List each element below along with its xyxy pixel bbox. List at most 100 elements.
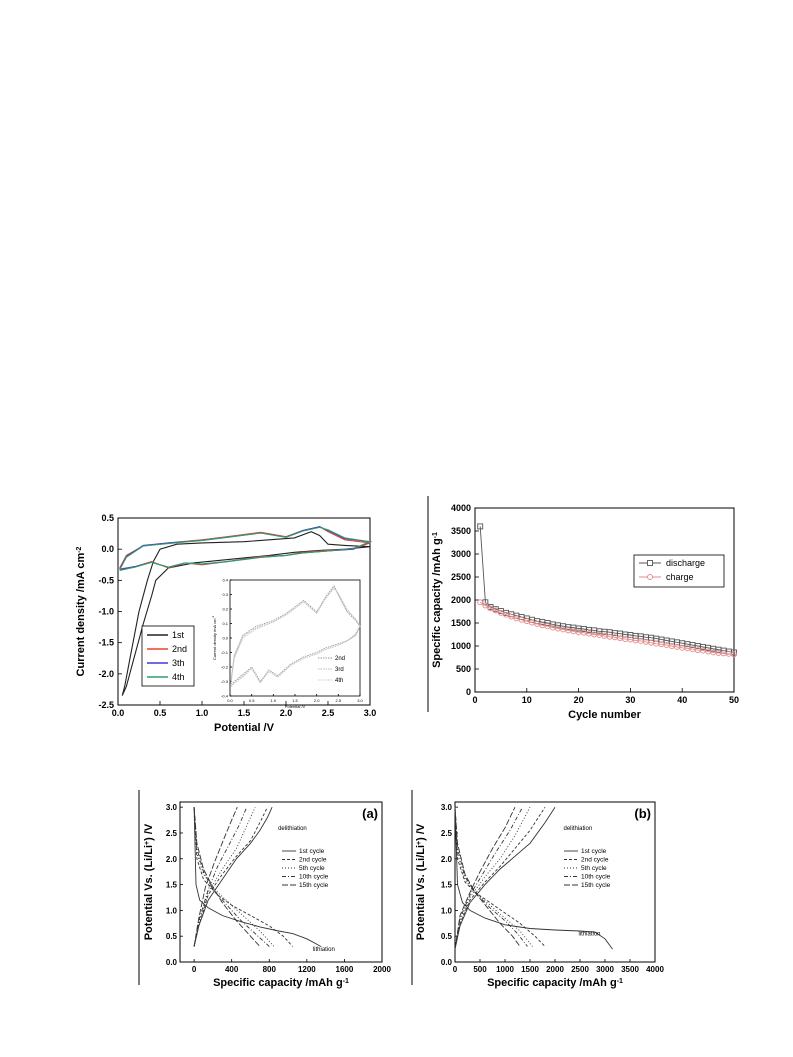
- profile-b-x-tick-label: 1500: [521, 965, 539, 974]
- profile-a-annotation: delithiation: [278, 826, 307, 832]
- cycling-x-tick-label: 40: [677, 695, 687, 705]
- cv-inset-x-tick-label: 1.5: [292, 698, 298, 703]
- profile-b-annotation: delithiation: [564, 826, 593, 832]
- cv-inset-x-tick-label: 0.5: [249, 698, 255, 703]
- cv-inset-y-tick-label: -0.3: [221, 679, 229, 684]
- cv-inset-series-line: [230, 588, 361, 688]
- cv-inset-y-tick-label: -0.2: [221, 665, 229, 670]
- profile-a-lithiation-curve: [193, 807, 275, 947]
- profile-a-delithiation-curve: [193, 807, 268, 947]
- cv-inset-x-tick-label: 3.0: [357, 698, 363, 703]
- profile-b-x-tick-label: 4000: [646, 965, 664, 974]
- cycling-y-tick-label: 3000: [451, 549, 471, 559]
- profile-a-y-tick-label: 0.5: [166, 932, 178, 941]
- cv-inset-y-tick-label: 0.3: [222, 592, 228, 597]
- profile-a-y-axis-label: Potential Vs. (Li/Li+) /V: [143, 823, 155, 940]
- cycling-series-line: [479, 601, 735, 655]
- profile-b-x-tick-label: 500: [473, 965, 487, 974]
- profile-b-delithiation-curve: [454, 806, 523, 950]
- cv-x-tick-label: 1.0: [196, 708, 209, 718]
- cycling-x-tick-label: 20: [574, 695, 584, 705]
- cycling-point: [497, 609, 504, 616]
- cv-inset-y-tick-label: -0.1: [221, 650, 229, 655]
- cv-legend-box: [141, 625, 195, 687]
- profile-a-plot-frame: [179, 801, 383, 963]
- profile-b-x-tick-label: 2000: [546, 965, 564, 974]
- profile-b-x-tick-label: 3500: [621, 965, 639, 974]
- profile-b-y-axis-label: Potential Vs. (Li/Li+) /V: [415, 823, 427, 940]
- profile-a-panel-label: (a): [362, 806, 378, 821]
- cycling-point: [731, 649, 737, 656]
- profile-a-legend-entry: 2nd cycle: [299, 857, 327, 864]
- cycling-y-tick-label: 500: [456, 664, 471, 674]
- cycling-x-tick-label: 30: [625, 695, 635, 705]
- profile-b-y-tick-label: 3.0: [441, 803, 453, 812]
- profile-b-y-tick-label: 2.0: [441, 855, 453, 864]
- profile-b-legend-entry: 1st cycle: [581, 848, 607, 855]
- cycling-point: [534, 620, 541, 627]
- profile-b-legend-entry: 15th cycle: [581, 882, 611, 889]
- profile-b-x-tick-label: 1000: [496, 965, 514, 974]
- cycling-y-axis-label: Specific capacity /mAh g-1: [431, 532, 443, 668]
- profile-a-lithiation-curve: [193, 807, 270, 947]
- cv-x-tick-label: 1.5: [238, 708, 251, 718]
- cv-series-line: [121, 531, 371, 696]
- cv-y-tick-label: -0.5: [98, 575, 114, 585]
- cycling-x-tick-label: 10: [522, 695, 532, 705]
- profile-b-delithiation-curve: [454, 806, 556, 950]
- cv-y-axis-label: Current density /mA cm-2: [75, 546, 87, 676]
- cycling-y-tick-label: 3500: [451, 526, 471, 536]
- cycling-y-tick-label: 2000: [451, 595, 471, 605]
- cv-legend-entry: 2nd: [172, 644, 187, 654]
- profile-b-lithiation-curve: [454, 807, 528, 947]
- cv-legend-entry: 4th: [172, 672, 185, 682]
- profile-a-y-tick-label: 0.0: [166, 958, 178, 967]
- cv-inset-x-tick-label: 2.0: [314, 698, 320, 703]
- cv-inset-x-tick-label: 2.5: [336, 698, 342, 703]
- profile-b-lithiation-curve: [454, 807, 521, 947]
- profile-b-delithiation-curve: [454, 807, 516, 950]
- cv-chart: 0.0 0.5 1.0 1.5 2.0 2.5 3.0-2.5-2.0-1.5-1.0-0.…: [75, 513, 376, 734]
- cycling-point: [513, 615, 520, 622]
- profile-b-lithiation-curve: [454, 807, 613, 950]
- cv-legend-entry: 3th: [172, 658, 185, 668]
- profile-b-annotation: lithiation: [579, 932, 601, 938]
- profile-b-legend-entry: 10th cycle: [581, 874, 611, 881]
- profile-b-chart: 0 500 1000 1500 2000 2500 3000 3500 4000 0.0 0.5 1.…: [411, 790, 664, 989]
- cv-inset-y-tick-label: 0.0: [222, 636, 228, 641]
- profile-a-x-tick-label: 800: [263, 965, 277, 974]
- cycling-y-tick-label: 4000: [451, 503, 471, 513]
- cycling-point: [529, 619, 535, 626]
- profile-a-delithiation-curve: [193, 807, 238, 947]
- cycling-point: [492, 607, 499, 614]
- cv-inset-y-tick-label: 0.2: [222, 607, 228, 612]
- cycling-point: [523, 618, 530, 625]
- cv-inset-y-tick-label: -0.4: [221, 694, 229, 699]
- cv-legend-entry: 1st: [172, 630, 185, 640]
- cv-inset-legend-entry: 4th: [335, 678, 343, 684]
- profile-a-y-tick-label: 3.0: [166, 803, 178, 812]
- cycling-x-tick-label: 50: [729, 695, 739, 705]
- cv-inset-series-line: [230, 584, 361, 685]
- cv-y-tick-label: -2.5: [98, 700, 114, 710]
- profile-a-x-tick-label: 1600: [336, 965, 354, 974]
- cycling-y-tick-label: 1500: [451, 618, 471, 628]
- cv-x-tick-label: 2.5: [322, 708, 335, 718]
- profile-a-y-tick-label: 2.5: [166, 829, 178, 838]
- profile-a-x-axis-label: Specific capacity /mAh g-1: [213, 977, 349, 989]
- cv-series-line: [119, 526, 373, 571]
- cycling-point: [503, 611, 510, 618]
- cycling-x-axis-label: Cycle number: [568, 709, 641, 721]
- profile-a-x-tick-label: 2000: [373, 965, 391, 974]
- cycling-point: [518, 616, 525, 623]
- cv-inset-x-tick-label: 0.0: [227, 698, 233, 703]
- cycling-legend: discharge charge: [633, 554, 725, 588]
- profile-b-x-tick-label: 0: [453, 965, 458, 974]
- profile-b-legend-entry: 2nd cycle: [581, 857, 609, 864]
- profile-a-legend-entry: 1st cycle: [299, 848, 325, 855]
- cycling-chart: 0 10 20 30 40 5005001000150020002500300035004…: [427, 496, 739, 721]
- profile-a-x-tick-label: 1200: [298, 965, 316, 974]
- cv-x-tick-label: 2.0: [280, 708, 293, 718]
